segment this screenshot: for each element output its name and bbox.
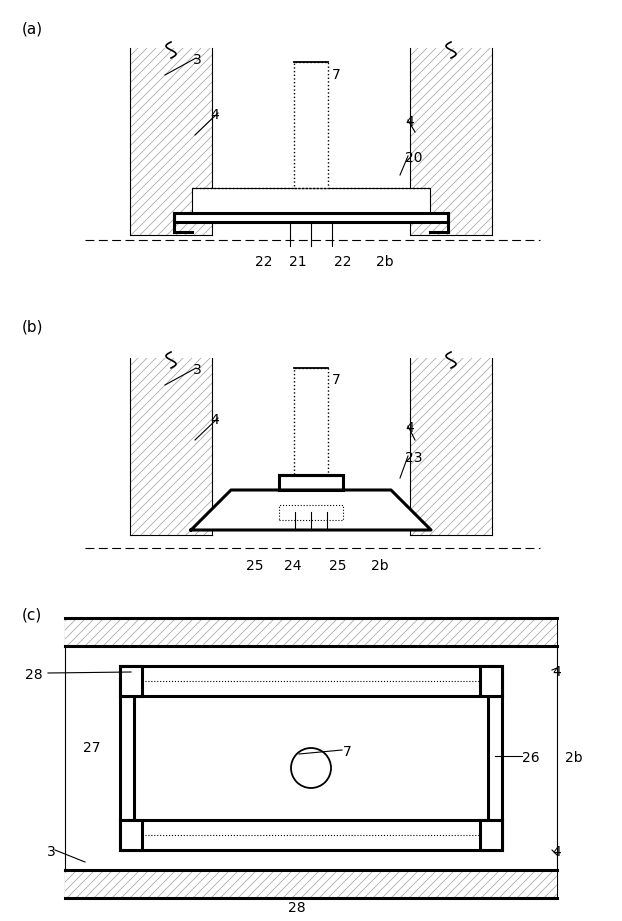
Text: 27: 27 [83, 741, 101, 755]
Bar [130, 358, 212, 535]
Text: 4: 4 [405, 115, 414, 129]
Text: 22: 22 [334, 255, 352, 269]
Text: 3: 3 [47, 845, 56, 859]
Bar [279, 475, 343, 490]
Text: 23: 23 [405, 451, 422, 465]
Bar [120, 666, 502, 696]
Text: (a): (a) [22, 22, 43, 37]
Bar [294, 368, 328, 475]
Polygon shape [191, 490, 431, 530]
Bar [65, 870, 557, 898]
Text: (b): (b) [22, 320, 44, 335]
Text: 3: 3 [193, 363, 202, 377]
Bar [488, 696, 502, 820]
Text: 4: 4 [405, 421, 414, 435]
Text: 3: 3 [193, 53, 202, 67]
Text: 28: 28 [26, 668, 43, 682]
Bar [480, 666, 502, 696]
Text: 2b: 2b [371, 559, 389, 573]
Text: 20: 20 [405, 151, 422, 165]
Text: 7: 7 [332, 373, 341, 387]
Text: 4: 4 [210, 413, 219, 427]
Text: 7: 7 [343, 745, 352, 759]
Text: 25: 25 [246, 559, 264, 573]
Bar [480, 820, 502, 850]
Bar [192, 188, 430, 213]
Bar [120, 696, 134, 820]
Bar [174, 213, 448, 222]
Bar [294, 62, 328, 188]
Bar [410, 358, 492, 535]
Text: 7: 7 [332, 68, 341, 82]
Bar [130, 48, 212, 235]
Text: 26: 26 [522, 751, 540, 765]
Text: 2b: 2b [565, 751, 583, 765]
Text: 4: 4 [552, 845, 561, 859]
Bar [410, 48, 492, 235]
Text: 21: 21 [289, 255, 307, 269]
Text: 4: 4 [552, 665, 561, 679]
Text: 24: 24 [284, 559, 302, 573]
Text: 28: 28 [288, 901, 306, 915]
Text: 22: 22 [255, 255, 273, 269]
Text: 4: 4 [210, 108, 219, 122]
Bar [279, 505, 343, 520]
Bar [65, 618, 557, 898]
Bar [65, 618, 557, 646]
Bar [120, 820, 142, 850]
Text: (c): (c) [22, 608, 42, 623]
Bar [120, 666, 142, 696]
Text: 2b: 2b [376, 255, 394, 269]
Text: 25: 25 [329, 559, 346, 573]
Bar [120, 820, 502, 850]
